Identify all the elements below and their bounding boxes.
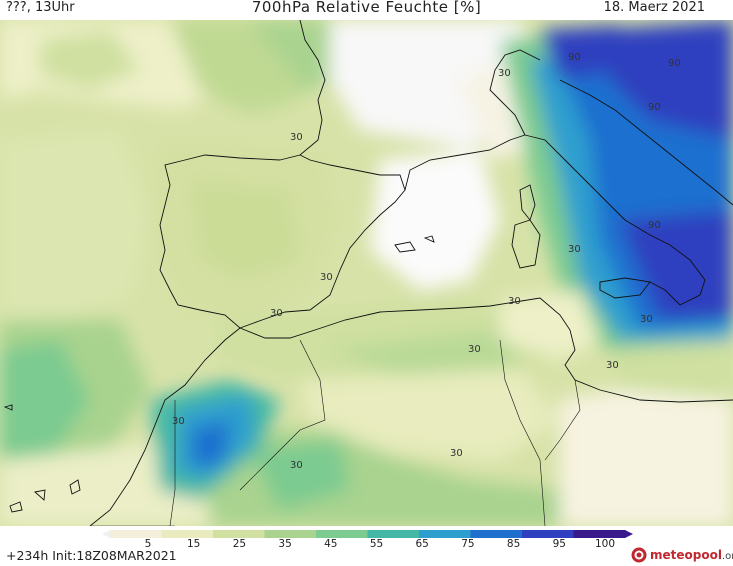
- colorbar-tick-label: 85: [507, 538, 520, 548]
- meteopool-logo[interactable]: meteopool.org: [631, 545, 733, 565]
- colorbar-swatch: [110, 530, 162, 538]
- logo-icon: [631, 547, 647, 563]
- colorbar-tick-label: 55: [370, 538, 383, 548]
- colorbar-arrow-low: [102, 530, 110, 538]
- colorbar-swatch: [470, 530, 523, 538]
- contour-label: 30: [468, 344, 481, 355]
- contour-label: 30: [450, 448, 463, 459]
- colorbar-scale: 5 15 25 35 45 55 65 75 85 95 100: [102, 530, 633, 550]
- colorbar-swatch: [367, 530, 420, 538]
- colorbar-tick-label: 5: [145, 538, 152, 548]
- contour-label: 30: [290, 460, 303, 471]
- colorbar-swatch: [522, 530, 574, 538]
- colorbar-swatch: [316, 530, 368, 538]
- colorbar-tick-label: 95: [553, 538, 566, 548]
- contour-label: 30: [568, 244, 581, 255]
- contour-label: 30: [498, 68, 511, 79]
- contour-label: 30: [270, 308, 283, 319]
- map-title: 700hPa Relative Feuchte [%]: [251, 0, 482, 16]
- humidity-map: 90 30 90 90 30 90 30 30 30 30 30 30 30 3…: [0, 20, 733, 526]
- colorbar-tick-label: 65: [416, 538, 429, 548]
- humidity-field: [0, 20, 733, 526]
- colorbar-swatch: [419, 530, 471, 538]
- colorbar-arrow-high: [625, 530, 633, 538]
- colorbar-swatch: [161, 530, 214, 538]
- colorbar-tick-label: 25: [233, 538, 246, 548]
- map-header: ???, 13Uhr 700hPa Relative Feuchte [%] 1…: [0, 0, 733, 20]
- valid-date: 18. Maerz 2021: [603, 0, 705, 15]
- contour-label: 30: [172, 416, 185, 427]
- colorbar-tick-label: 100: [595, 538, 615, 548]
- run-info: +234h Init:18Z08MAR2021: [6, 548, 177, 563]
- contour-label: 90: [568, 52, 581, 63]
- logo-text: meteopool.org: [650, 548, 733, 562]
- coastlines: [3, 20, 733, 526]
- colorbar-tick-label: 45: [324, 538, 337, 548]
- forecast-day-label: ???, 13Uhr: [6, 0, 75, 15]
- colorbar-tick-label: 35: [278, 538, 291, 548]
- contour-label: 90: [648, 220, 661, 231]
- colorbar-tick-label: 75: [461, 538, 474, 548]
- contour-label: 30: [640, 314, 653, 325]
- colorbar: 5 15 25 35 45 55 65 75 85 95 100: [0, 526, 733, 566]
- contour-labels: 90 30 90 90 30 90 30 30 30 30 30 30 30 3…: [172, 52, 681, 471]
- contour-label: 30: [320, 272, 333, 283]
- contour-label: 90: [648, 102, 661, 113]
- contour-label: 30: [508, 296, 521, 307]
- contour-label: 30: [606, 360, 619, 371]
- colorbar-swatch: [264, 530, 317, 538]
- contour-label: 90: [668, 58, 681, 69]
- contour-label: 30: [290, 132, 303, 143]
- colorbar-swatch: [213, 530, 265, 538]
- colorbar-swatch: [573, 530, 626, 538]
- colorbar-tick-label: 15: [187, 538, 200, 548]
